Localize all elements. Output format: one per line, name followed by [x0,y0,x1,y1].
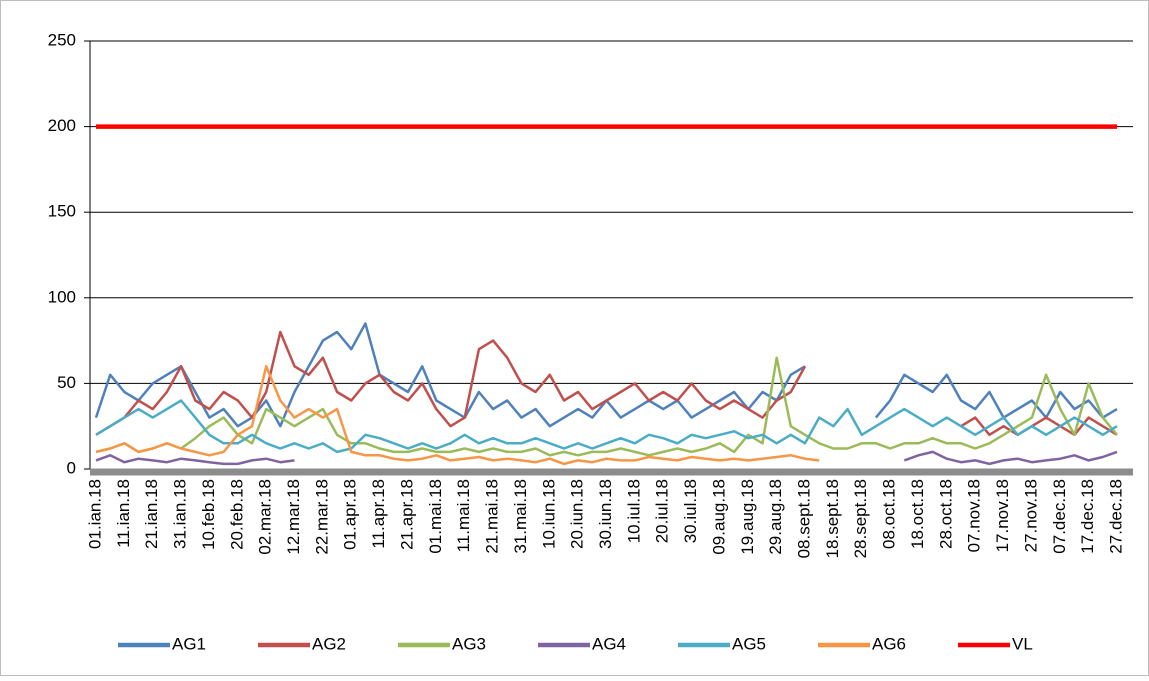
x-tick-label: 20.iun.18 [568,479,587,549]
x-tick-label: 09.aug.18 [709,479,728,555]
x-tick-label: 17.nov.18 [993,479,1012,552]
x-tick-label: 01.mai.18 [426,479,445,554]
legend-label: AG2 [312,634,346,653]
x-tick-label: 22.mar.18 [312,479,331,555]
legend-label: AG6 [872,634,906,653]
x-tick-label: 31.mai.18 [511,479,530,554]
x-tick-label: 21.ian.18 [142,479,161,549]
x-tick-label: 21.apr.18 [397,479,416,550]
x-tick-label: 18.sept.18 [823,479,842,558]
x-tick-label: 19.aug.18 [738,479,757,555]
x-tick-label: 17.dec.18 [1078,479,1097,554]
series-line [94,322,1118,428]
x-tick-label: 27.nov.18 [1021,479,1040,552]
y-tick-label: 50 [57,373,76,392]
x-tick-label: 01.apr.18 [341,479,360,550]
x-tick-label: 11.mai.18 [454,479,473,552]
y-tick-label: 0 [67,458,76,477]
x-tick-label: 31.ian.18 [171,479,190,549]
x-tick-label: 07.nov.18 [965,479,984,552]
x-tick-label: 08.oct.18 [880,479,899,549]
x-tick-label: 10.iul.18 [624,479,643,543]
x-tick-label: 18.oct.18 [908,479,927,549]
y-tick-label: 200 [48,116,76,135]
x-tick-label: 01.ian.18 [85,479,104,549]
x-tick-label: 02.mar.18 [256,479,275,555]
x-tick-label: 20.iul.18 [653,479,672,543]
legend-label: AG5 [732,634,766,653]
legend-label: AG4 [592,634,626,653]
series-line [95,450,1118,466]
legend-label: AG1 [172,634,206,653]
x-tick-label: 27.dec.18 [1106,479,1125,554]
x-tick-label: 21.mai.18 [483,479,502,554]
x-tick-label: 11.apr.18 [369,479,388,549]
legend-label: VL [1012,634,1033,653]
x-tick-label: 28.oct.18 [936,479,955,549]
x-tick-label: 30.iul.18 [681,479,700,543]
x-tick-label: 12.mar.18 [284,479,303,555]
x-tick-label: 10.iun.18 [539,479,558,549]
x-tick-label: 08.sept.18 [795,479,814,558]
x-tick-label: 07.dec.18 [1050,479,1069,554]
y-tick-label: 150 [48,202,76,221]
series-line [95,356,1118,457]
x-tick-label: 20.feb.18 [227,479,246,550]
x-tick-label: 30.iun.18 [596,479,615,549]
series-line [95,399,1118,454]
x-tick-label: 28.sept.18 [851,479,870,558]
x-tick-label: 29.aug.18 [766,479,785,555]
y-tick-label: 250 [48,30,76,49]
series-line [95,330,1118,437]
x-tick-label: 11.ian.18 [114,479,133,548]
y-tick-label: 100 [48,287,76,306]
legend-label: AG3 [452,634,486,653]
x-tick-label: 10.feb.18 [199,479,218,550]
series-line [95,365,820,466]
